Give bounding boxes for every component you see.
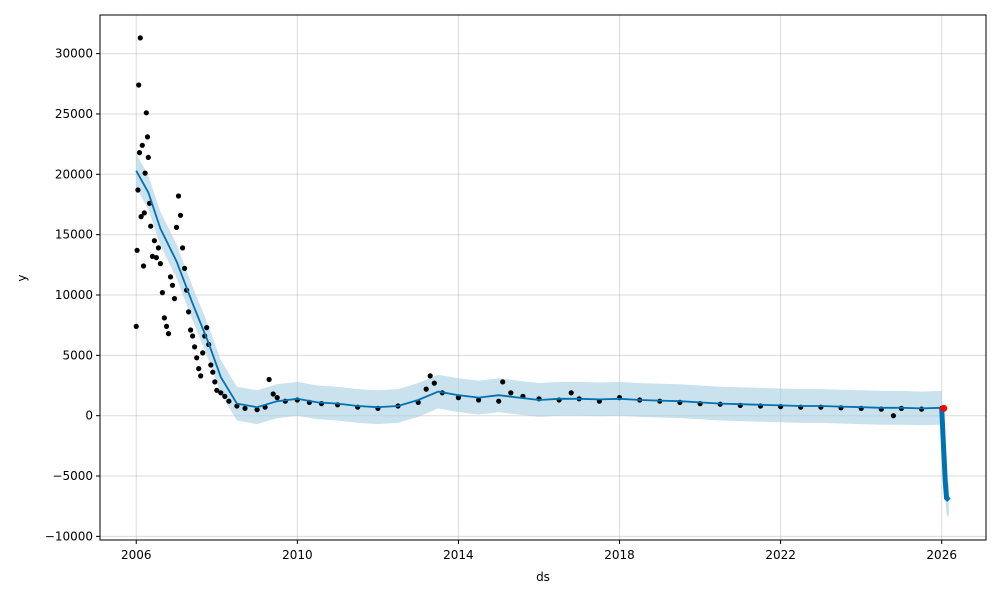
y-tick-label: −10000 bbox=[45, 529, 93, 543]
observed-point bbox=[200, 350, 206, 356]
grid-lines bbox=[100, 15, 986, 540]
observed-point bbox=[143, 110, 149, 116]
y-axis-ticks: −10000 −5000 0 5000 10000 15000 20000 25000 3000… bbox=[45, 47, 100, 543]
observed-point bbox=[167, 274, 174, 280]
forecast-line bbox=[135, 170, 942, 410]
observed-point bbox=[142, 170, 148, 176]
observed-point bbox=[226, 398, 232, 404]
observed-point bbox=[137, 35, 143, 41]
observed-point bbox=[890, 413, 897, 419]
observed-point bbox=[210, 369, 216, 375]
observed-point bbox=[163, 323, 170, 329]
observed-point bbox=[133, 323, 139, 329]
observed-point bbox=[151, 238, 157, 244]
observed-point bbox=[476, 397, 482, 403]
observed-point bbox=[159, 290, 165, 296]
highlight-point bbox=[940, 404, 948, 412]
observed-point bbox=[431, 380, 437, 386]
forecast-line-group bbox=[135, 170, 951, 502]
observed-point bbox=[144, 134, 151, 140]
observed-point bbox=[165, 331, 172, 337]
observed-point bbox=[138, 214, 144, 220]
observed-point bbox=[212, 379, 218, 385]
forecast-line-tail bbox=[939, 407, 951, 502]
observed-point bbox=[196, 366, 202, 372]
observed-point bbox=[136, 150, 143, 156]
observed-point bbox=[157, 261, 163, 267]
observed-point bbox=[148, 223, 154, 229]
observed-point bbox=[218, 390, 224, 396]
observed-point bbox=[155, 245, 161, 251]
observed-point bbox=[182, 265, 188, 271]
observed-point bbox=[173, 224, 180, 230]
observed-point bbox=[149, 253, 155, 259]
observed-point bbox=[141, 210, 147, 216]
observed-point bbox=[455, 395, 461, 401]
observed-point bbox=[427, 373, 433, 379]
y-tick-label: 10000 bbox=[55, 288, 93, 302]
observed-point bbox=[180, 245, 186, 251]
observed-point bbox=[192, 344, 198, 350]
observed-point bbox=[208, 362, 214, 368]
y-tick-label: 25000 bbox=[55, 107, 93, 121]
observed-point bbox=[496, 398, 502, 404]
observed-point bbox=[198, 373, 204, 379]
observed-point bbox=[177, 212, 184, 218]
highlight-group bbox=[940, 404, 948, 412]
x-tick-label: 2026 bbox=[926, 548, 957, 562]
plot-frame bbox=[99, 14, 987, 541]
y-tick-label: 15000 bbox=[55, 228, 93, 242]
y-axis-label: y bbox=[15, 274, 29, 281]
observed-point bbox=[568, 390, 574, 396]
x-axis-label: ds bbox=[536, 570, 550, 584]
observed-point bbox=[508, 390, 514, 396]
observed-point bbox=[153, 255, 159, 261]
x-tick-label: 2010 bbox=[282, 548, 313, 562]
observed-point bbox=[145, 154, 151, 160]
x-tick-label: 2014 bbox=[443, 548, 474, 562]
observed-point bbox=[188, 327, 194, 333]
observed-point bbox=[169, 282, 176, 288]
observed-point bbox=[500, 379, 506, 385]
observed-point bbox=[171, 296, 178, 302]
observed-point bbox=[140, 263, 147, 269]
observed-point bbox=[186, 309, 192, 315]
observed-point bbox=[274, 395, 280, 401]
observed-point bbox=[266, 376, 272, 383]
observed-point bbox=[254, 407, 260, 413]
observed-point bbox=[242, 405, 248, 411]
observed-point bbox=[204, 325, 210, 331]
observed-point bbox=[423, 386, 429, 392]
observed-point bbox=[190, 333, 196, 339]
observed-point bbox=[136, 82, 142, 88]
observed-point bbox=[134, 247, 140, 253]
y-tick-label: 0 bbox=[85, 409, 93, 423]
observed-point bbox=[175, 193, 182, 199]
uncertainty-interval bbox=[136, 153, 942, 426]
x-tick-label: 2018 bbox=[604, 548, 635, 562]
x-tick-label: 2006 bbox=[121, 548, 152, 562]
observed-point bbox=[270, 391, 276, 397]
observed-point bbox=[222, 393, 228, 399]
observed-point bbox=[214, 387, 220, 393]
x-axis-ticks: 2006 2010 2014 2018 2022 2026 bbox=[121, 540, 957, 562]
observed-point bbox=[194, 355, 200, 361]
y-tick-label: 30000 bbox=[55, 47, 93, 61]
y-tick-label: 5000 bbox=[62, 348, 93, 362]
observed-point bbox=[135, 187, 141, 193]
y-tick-label: 20000 bbox=[55, 167, 93, 181]
observed-point bbox=[139, 142, 145, 148]
x-tick-label: 2022 bbox=[765, 548, 796, 562]
observed-point bbox=[161, 315, 167, 321]
y-tick-label: −5000 bbox=[52, 469, 93, 483]
